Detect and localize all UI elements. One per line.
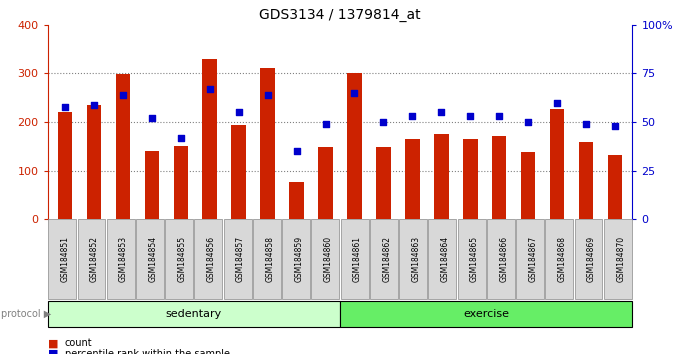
Point: [291, 149, 302, 154]
Text: GSM184867: GSM184867: [528, 236, 537, 282]
Bar: [260, 68, 275, 219]
Bar: [463, 139, 477, 219]
Point: [262, 92, 273, 98]
Point: [436, 110, 447, 115]
Point: [349, 90, 360, 96]
Point: [407, 113, 418, 119]
Bar: [434, 134, 449, 219]
Point: [118, 92, 129, 98]
Point: [175, 135, 186, 141]
Bar: [145, 152, 159, 219]
Point: [204, 86, 215, 92]
Bar: [173, 147, 188, 219]
Bar: [521, 152, 535, 219]
Text: ■: ■: [48, 349, 58, 354]
Point: [233, 110, 244, 115]
Point: [523, 119, 534, 125]
Text: GSM184866: GSM184866: [499, 236, 508, 282]
Text: GSM184852: GSM184852: [90, 236, 99, 282]
Point: [60, 104, 71, 109]
Bar: [579, 142, 594, 219]
Point: [378, 119, 389, 125]
Bar: [492, 136, 507, 219]
Text: GSM184868: GSM184868: [558, 236, 566, 282]
Point: [551, 100, 562, 105]
Text: GSM184858: GSM184858: [265, 236, 274, 282]
Text: GSM184853: GSM184853: [119, 236, 128, 282]
Point: [88, 102, 99, 107]
Text: GSM184859: GSM184859: [294, 236, 303, 282]
Text: count: count: [65, 338, 92, 348]
Text: GSM184851: GSM184851: [61, 236, 69, 282]
Point: [465, 113, 476, 119]
Text: GSM184865: GSM184865: [470, 236, 479, 282]
Text: sedentary: sedentary: [166, 309, 222, 319]
Point: [494, 113, 505, 119]
Text: GSM184854: GSM184854: [148, 236, 157, 282]
Text: percentile rank within the sample: percentile rank within the sample: [65, 349, 230, 354]
Bar: [203, 59, 217, 219]
Bar: [289, 182, 304, 219]
Text: GSM184869: GSM184869: [587, 236, 596, 282]
Point: [320, 121, 331, 127]
Text: GSM184870: GSM184870: [616, 236, 625, 282]
Text: GSM184862: GSM184862: [382, 236, 391, 282]
Bar: [58, 113, 72, 219]
Bar: [347, 73, 362, 219]
Bar: [608, 155, 622, 219]
Bar: [231, 125, 246, 219]
Text: GSM184860: GSM184860: [324, 236, 333, 282]
Text: GSM184864: GSM184864: [441, 236, 449, 282]
Text: exercise: exercise: [463, 309, 509, 319]
Text: ■: ■: [48, 338, 58, 348]
Point: [581, 121, 592, 127]
Bar: [86, 105, 101, 219]
Text: GSM184857: GSM184857: [236, 236, 245, 282]
Bar: [116, 74, 130, 219]
Bar: [405, 139, 420, 219]
Title: GDS3134 / 1379814_at: GDS3134 / 1379814_at: [259, 8, 421, 22]
Bar: [318, 147, 333, 219]
Bar: [550, 108, 564, 219]
Text: GSM184861: GSM184861: [353, 236, 362, 282]
Point: [146, 115, 157, 121]
Point: [609, 123, 620, 129]
Text: protocol ▶: protocol ▶: [1, 309, 51, 319]
Text: GSM184863: GSM184863: [411, 236, 420, 282]
Bar: [376, 147, 391, 219]
Text: GSM184855: GSM184855: [177, 236, 186, 282]
Text: GSM184856: GSM184856: [207, 236, 216, 282]
